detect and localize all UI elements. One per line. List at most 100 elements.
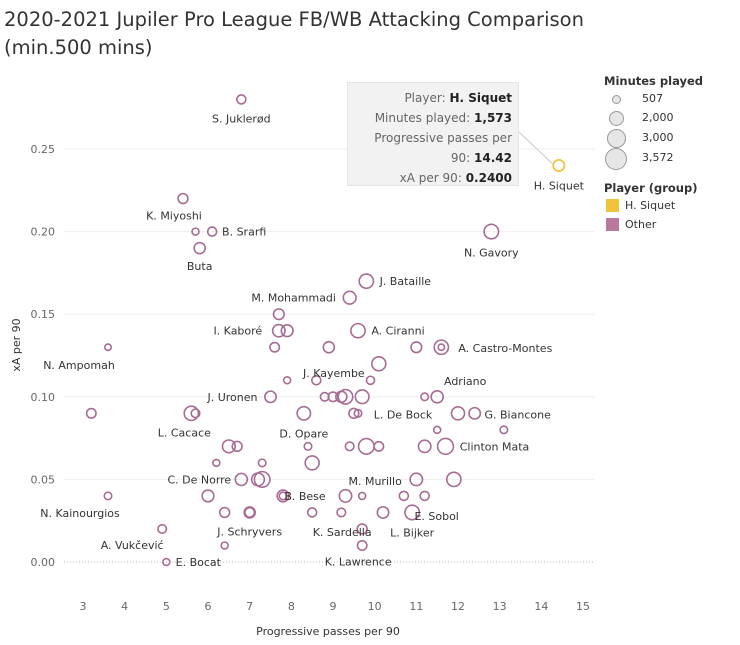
- tooltip-xa-label: xA per 90:: [399, 171, 462, 185]
- point-label: J. Uronen: [206, 391, 257, 404]
- point-s-jukler-d: [236, 94, 247, 105]
- legend-size-label-2000[interactable]: 2,000: [642, 111, 674, 124]
- point-59: [278, 491, 288, 501]
- point-label: K. Miyoshi: [146, 210, 202, 223]
- legend-size-circle-3572: [605, 148, 627, 170]
- point-label: J. Schryvers: [216, 525, 282, 538]
- y-tick-label: 0.20: [31, 226, 56, 239]
- point-30: [354, 389, 370, 405]
- point-label: J. Bataille: [379, 275, 432, 288]
- x-tick-label: 4: [121, 600, 128, 613]
- point-41: [221, 439, 236, 454]
- point-j-bataille: [358, 273, 375, 290]
- tooltip-prog-row-1: Progressive passes per: [348, 128, 512, 148]
- point-label: K. Lawrence: [325, 555, 392, 568]
- legend-label-siquet: H. Siquet: [625, 199, 676, 212]
- point-a-castro-montes: [433, 339, 450, 356]
- legend-item-siquet[interactable]: H. Siquet: [606, 199, 675, 212]
- point-69: [336, 507, 347, 518]
- point-42: [231, 440, 243, 453]
- point-n-ampomah: [104, 343, 113, 352]
- point-label: H. Siquet: [534, 180, 585, 193]
- legend-size-circle-3000: [607, 129, 626, 148]
- point-62: [398, 490, 410, 502]
- legend-size-label-3572[interactable]: 3,572: [642, 151, 674, 164]
- point-34: [450, 406, 466, 421]
- point-e-sobol: [419, 490, 430, 502]
- tooltip-prog-value: 14.42: [474, 151, 512, 165]
- tooltip-xa-value: 0.2400: [465, 171, 512, 185]
- point-label: B. Bese: [284, 490, 326, 503]
- point-40: [499, 425, 509, 435]
- x-tick-label: 9: [330, 600, 337, 613]
- legend-size-title: Minutes played: [604, 74, 704, 88]
- point-22: [365, 375, 376, 386]
- point-label: G. Biancone: [484, 408, 551, 421]
- point-label: S. Juklerød: [212, 112, 271, 125]
- point-g-biancone: [468, 406, 482, 420]
- legend-size-circle-2000: [609, 111, 624, 126]
- point-buta: [193, 241, 206, 255]
- point-l-de-bock: [353, 408, 363, 418]
- point-label: D. Opare: [279, 427, 328, 440]
- legend-color-title: Player (group): [604, 181, 698, 195]
- tooltip-minutes-label: Minutes played:: [374, 111, 471, 125]
- point-a-vuk-evi: [157, 523, 168, 535]
- point-49: [212, 458, 221, 468]
- x-tick-label: 3: [80, 600, 87, 613]
- legend-swatch-siquet: [606, 199, 619, 212]
- point-adriano: [430, 389, 444, 404]
- point-label: N. Gavory: [464, 247, 519, 260]
- legend-swatch-other: [606, 218, 619, 231]
- point-68: [306, 507, 318, 518]
- point-55: [409, 472, 424, 487]
- legend-size-label-507[interactable]: 507: [642, 92, 663, 105]
- x-tick-label: 15: [576, 600, 590, 613]
- point-j-kayembe: [371, 355, 387, 372]
- point-n-kainourgios: [103, 491, 113, 501]
- x-tick-label: 13: [493, 600, 507, 613]
- x-tick-label: 7: [246, 600, 253, 613]
- x-tick-label: 14: [534, 600, 548, 613]
- point-l-cacace: [183, 405, 200, 422]
- point-m-mohammadi: [342, 290, 357, 305]
- point-e-bocat: [162, 557, 171, 567]
- tooltip-prog-label-2: 90:: [450, 151, 471, 165]
- tooltip-prog-label-1: Progressive passes per: [374, 131, 512, 145]
- legend-item-other[interactable]: Other: [606, 218, 656, 231]
- y-tick-label: 0.10: [31, 391, 56, 404]
- point-20: [282, 375, 292, 385]
- point-label: I. Kaboré: [213, 325, 262, 338]
- point-60: [338, 488, 353, 503]
- point-45: [357, 437, 375, 455]
- point-l-bijker: [404, 504, 421, 521]
- point-44: [344, 441, 355, 452]
- point-j-uronen: [264, 390, 277, 404]
- point-label: A. Vukčević: [101, 539, 164, 552]
- point-label: Buta: [187, 260, 213, 273]
- tooltip-player-value: H. Siquet: [449, 91, 512, 105]
- point-31: [348, 407, 360, 420]
- point-label: M. Mohammadi: [251, 292, 336, 305]
- tooltip-player-row: Player: H. Siquet: [348, 88, 512, 108]
- point-label: Adriano: [444, 375, 487, 388]
- point-13: [269, 341, 281, 353]
- point-b-srarfi: [206, 226, 218, 237]
- point-h-siquet: [552, 159, 566, 173]
- point-21: [311, 374, 322, 386]
- point-label: E. Sobol: [414, 510, 458, 523]
- point-17: [437, 343, 446, 352]
- point-label: L. Cacace: [158, 426, 211, 439]
- point-54: [253, 470, 271, 488]
- point-b-bese: [276, 489, 290, 503]
- x-tick-label: 8: [288, 600, 295, 613]
- legend-size-label-3000[interactable]: 3,000: [642, 131, 674, 144]
- y-tick-label: 0.00: [31, 556, 56, 569]
- tooltip-player-label: Player:: [404, 91, 446, 105]
- chart-title-line-2: (min.500 mins): [4, 36, 153, 59]
- tooltip-minutes-row: Minutes played: 1,573: [348, 108, 512, 128]
- point-4: [191, 227, 200, 236]
- point-24: [420, 392, 430, 402]
- point-label: N. Kainourgios: [40, 507, 120, 520]
- x-tick-label: 10: [368, 600, 382, 613]
